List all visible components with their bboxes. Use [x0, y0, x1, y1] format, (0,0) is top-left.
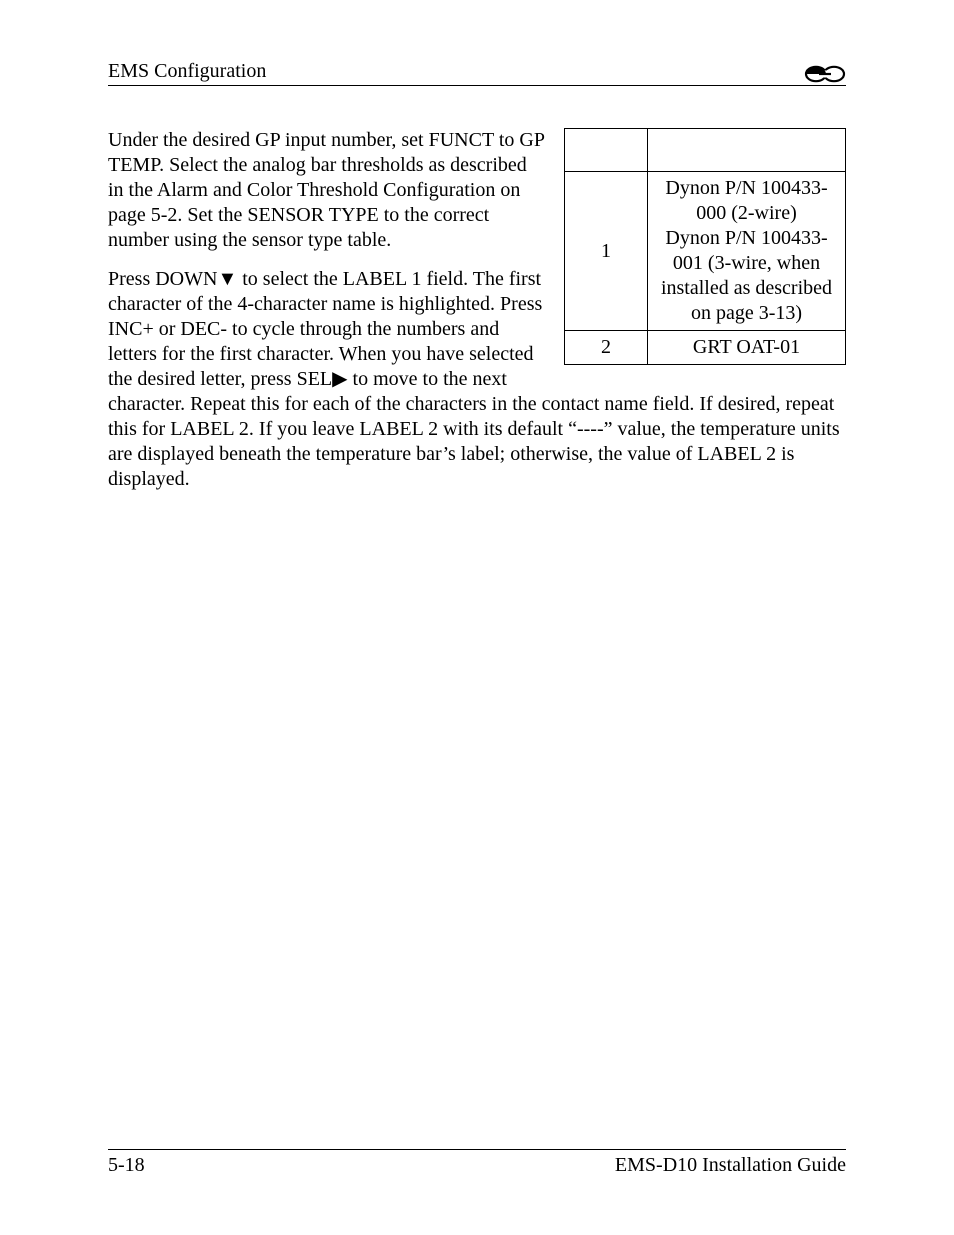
brand-icon [804, 65, 846, 83]
header-title: EMS Configuration [108, 60, 266, 83]
table-header-cell [565, 129, 648, 172]
table-row: 2 GRT OAT-01 [565, 331, 846, 365]
sensor-type-table: 1 Dynon P/N 100433-000 (2-wire) Dynon P/… [564, 128, 846, 365]
down-triangle-icon: ▼ [217, 268, 237, 290]
table-header-cell [648, 129, 846, 172]
table-cell-num: 2 [565, 331, 648, 365]
table-cell-num: 1 [565, 172, 648, 331]
table-cell-text: GRT OAT-01 [648, 331, 846, 365]
table-cell-text: Dynon P/N 100433-000 (2-wire) Dynon P/N … [648, 172, 846, 331]
page: EMS Configuration 1 Dynon P/N 100433-000… [0, 0, 954, 1235]
page-body: 1 Dynon P/N 100433-000 (2-wire) Dynon P/… [108, 128, 846, 492]
page-header: EMS Configuration [108, 60, 846, 86]
page-number: 5-18 [108, 1154, 145, 1177]
p2-part-a: Press DOWN [108, 268, 217, 290]
table-row: 1 Dynon P/N 100433-000 (2-wire) Dynon P/… [565, 172, 846, 331]
doc-title: EMS-D10 Installation Guide [615, 1154, 846, 1177]
right-triangle-icon: ▶ [332, 368, 347, 390]
page-footer: 5-18 EMS-D10 Installation Guide [108, 1149, 846, 1177]
table-header-row [565, 129, 846, 172]
